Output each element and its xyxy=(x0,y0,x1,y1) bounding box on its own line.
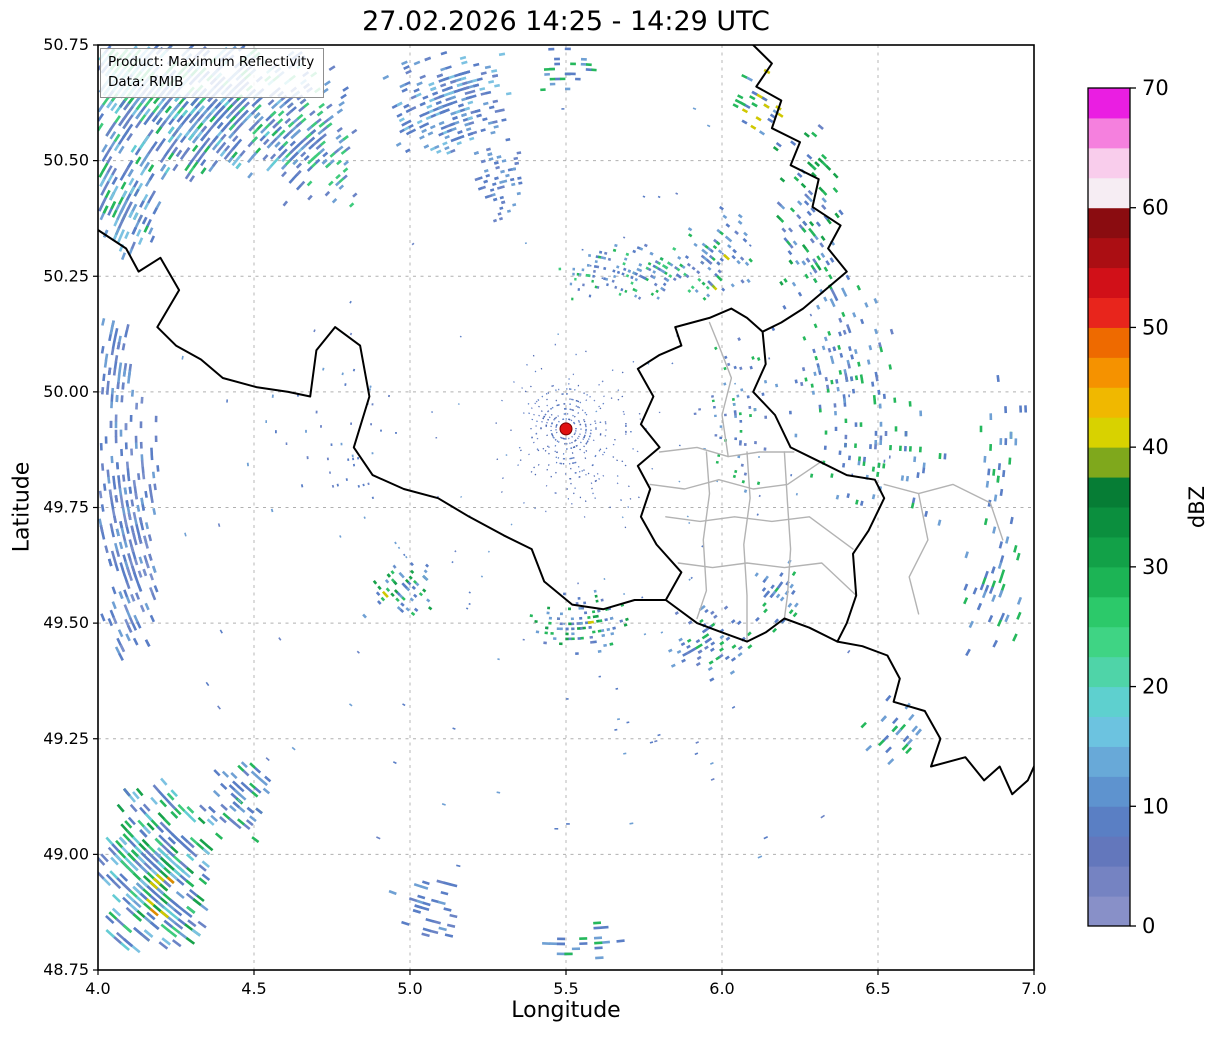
radar-site-marker xyxy=(559,422,573,436)
svg-text:50.50: 50.50 xyxy=(43,151,89,170)
svg-text:20: 20 xyxy=(1142,675,1169,699)
colorbar: 0 10 20 30 40 50 60 70 xyxy=(1087,76,1169,938)
radar-echoes xyxy=(98,45,1028,960)
svg-text:49.75: 49.75 xyxy=(43,498,89,517)
svg-text:7.0: 7.0 xyxy=(1021,979,1046,998)
svg-text:6.0: 6.0 xyxy=(709,979,734,998)
colorbar-label: dBZ xyxy=(1185,485,1209,529)
regional-borders xyxy=(649,321,1004,643)
svg-text:50.75: 50.75 xyxy=(43,35,89,54)
svg-text:60: 60 xyxy=(1142,196,1169,220)
svg-text:70: 70 xyxy=(1142,76,1169,100)
national-borders xyxy=(98,45,1034,796)
svg-text:5.5: 5.5 xyxy=(553,979,578,998)
data-source-line: Data: RMIB xyxy=(108,74,184,91)
x-axis-label: Longitude xyxy=(511,998,621,1023)
product-legend-box: Product: Maximum Reflectivity Data: RMIB xyxy=(100,48,325,98)
svg-text:5.0: 5.0 xyxy=(397,979,422,998)
grid-lines xyxy=(97,44,1035,971)
svg-text:10: 10 xyxy=(1142,794,1169,818)
svg-text:6.5: 6.5 xyxy=(865,979,890,998)
svg-text:49.25: 49.25 xyxy=(43,729,89,748)
svg-text:49.50: 49.50 xyxy=(43,613,89,632)
product-line: Product: Maximum Reflectivity xyxy=(108,54,315,70)
svg-text:40: 40 xyxy=(1142,435,1169,459)
svg-text:4.5: 4.5 xyxy=(241,979,266,998)
svg-text:50: 50 xyxy=(1142,315,1169,339)
chart-title: 27.02.2026 14:25 - 14:29 UTC xyxy=(362,6,770,37)
svg-text:0: 0 xyxy=(1142,914,1155,938)
svg-text:50.25: 50.25 xyxy=(43,266,89,285)
svg-text:49.00: 49.00 xyxy=(43,844,89,863)
svg-text:30: 30 xyxy=(1142,555,1169,579)
svg-text:4.0: 4.0 xyxy=(85,979,110,998)
svg-text:50.00: 50.00 xyxy=(43,382,89,401)
y-axis-label: Latitude xyxy=(9,461,35,553)
axis-ticks-and-labels: 4.0 4.5 5.0 5.5 6.0 6.5 7.0 48.75 49.00 49.25 49.5… xyxy=(43,35,1047,998)
svg-text:48.75: 48.75 xyxy=(43,960,89,979)
